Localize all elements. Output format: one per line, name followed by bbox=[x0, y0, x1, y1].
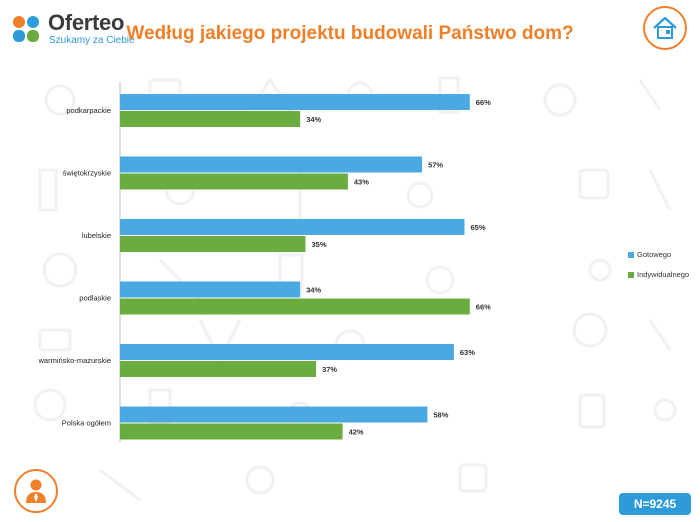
data-label: 57% bbox=[428, 161, 443, 170]
bar-gotowego bbox=[120, 281, 301, 298]
data-label: 43% bbox=[354, 178, 369, 187]
header: Oferteo Szukamy za Ciebie Według jakiego… bbox=[0, 0, 700, 60]
data-label: 63% bbox=[460, 348, 475, 357]
oferteo-logo-icon bbox=[13, 16, 39, 42]
legend-label-indywidualnego: Indywidualnego bbox=[637, 270, 690, 279]
category-label: świętokrzyskie bbox=[63, 169, 111, 178]
data-label: 42% bbox=[349, 428, 364, 437]
data-label: 58% bbox=[433, 411, 448, 420]
chart-legend: Gotowego Indywidualnego bbox=[628, 248, 698, 288]
category-label: podlaskie bbox=[79, 294, 111, 303]
data-label: 66% bbox=[476, 303, 491, 312]
category-label: Polska ogółem bbox=[62, 419, 111, 428]
bar-indywidualnego bbox=[120, 236, 306, 252]
page-title: Według jakiego projektu budowali Państwo… bbox=[126, 23, 574, 44]
data-label: 34% bbox=[306, 286, 321, 295]
category-label: podkarpackie bbox=[66, 106, 111, 115]
legend-item-indywidualnego: Indywidualnego bbox=[628, 268, 698, 282]
legend-item-gotowego: Gotowego bbox=[628, 248, 698, 262]
bar-indywidualnego bbox=[120, 111, 301, 127]
legend-swatch-indywidualnego bbox=[628, 272, 634, 278]
sample-size-badge: N=9245 bbox=[619, 493, 691, 515]
data-label: 37% bbox=[322, 365, 337, 374]
logo[interactable]: Oferteo Szukamy za Ciebie bbox=[10, 10, 160, 50]
category-label: warmińsko-mazurskie bbox=[37, 356, 111, 365]
logo-name: Oferteo bbox=[48, 10, 125, 35]
category-label: lubelskie bbox=[82, 231, 111, 240]
bar-gotowego bbox=[120, 156, 423, 173]
person-icon bbox=[26, 479, 46, 503]
house-icon bbox=[653, 16, 677, 39]
bar-indywidualnego bbox=[120, 298, 470, 315]
house-badge bbox=[643, 6, 687, 50]
person-badge bbox=[14, 469, 58, 513]
bar-indywidualnego bbox=[120, 173, 348, 190]
bar-gotowego bbox=[120, 219, 465, 235]
bar-gotowego bbox=[120, 94, 470, 110]
bar-indywidualnego bbox=[120, 361, 317, 377]
data-label: 34% bbox=[306, 115, 321, 124]
data-label: 66% bbox=[476, 98, 491, 107]
bar-chart: podkarpackie 66% 34% świętokrzyskie 57% 43% lu… bbox=[37, 82, 491, 442]
legend-swatch-gotowego bbox=[628, 252, 634, 258]
bar-gotowego bbox=[120, 406, 428, 423]
bar-gotowego bbox=[120, 344, 454, 360]
logo-tagline: Szukamy za Ciebie bbox=[49, 35, 135, 46]
bar-indywidualnego bbox=[120, 423, 343, 440]
legend-label-gotowego: Gotowego bbox=[637, 250, 672, 259]
data-label: 35% bbox=[312, 240, 327, 249]
data-label: 65% bbox=[471, 223, 486, 232]
